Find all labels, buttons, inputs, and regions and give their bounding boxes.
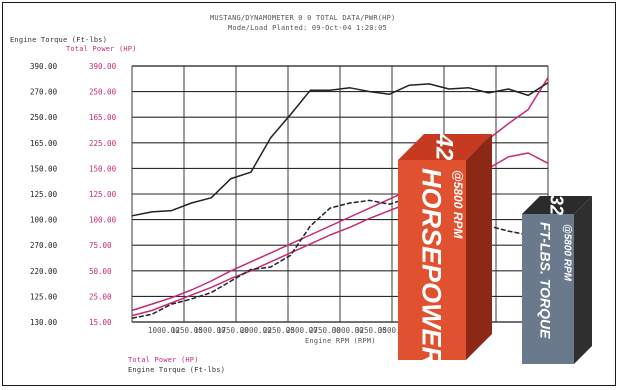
- left-tick-label: 125.00: [30, 292, 58, 301]
- block-side: [574, 196, 592, 364]
- x-axis-label: Engine RPM (RPM): [305, 337, 376, 345]
- legend-item-power: Total Power (HP): [128, 356, 199, 364]
- left-tick-label: 270.00: [30, 88, 58, 97]
- block-label: FT-LBS. TORQUE: [538, 222, 554, 339]
- left-tick-label: 150.00: [30, 164, 58, 173]
- right-tick-label: 50.00: [89, 267, 112, 276]
- right-tick-label: 250.00: [89, 88, 117, 97]
- series-line-2: [131, 81, 549, 217]
- block-top: [398, 134, 492, 160]
- left-tick-label: 165.00: [30, 139, 58, 148]
- block-front: [522, 214, 574, 364]
- chart-frame: [2, 2, 616, 386]
- right-axis-label: Total Power (HP): [66, 45, 137, 53]
- block-label: HORSEPOWER: [416, 168, 446, 367]
- x-tick-label: 1750.00: [217, 326, 249, 335]
- left-tick-label: 220.00: [30, 267, 58, 276]
- right-tick-label: 75.00: [89, 241, 112, 250]
- right-tick-label: 165.00: [89, 113, 117, 122]
- right-tick-label: 225.00: [89, 139, 117, 148]
- right-tick-label: 125.00: [89, 190, 117, 199]
- block-front: [398, 160, 466, 360]
- block-top: [522, 196, 592, 214]
- left-tick-label: 100.00: [30, 216, 58, 225]
- block-rpm: @5800 RPM: [451, 170, 465, 239]
- block-value: 32: [547, 195, 567, 215]
- x-tick-label: 3500.00: [378, 326, 410, 335]
- block-side: [466, 134, 492, 360]
- x-tick-label: 2500.00: [286, 326, 318, 335]
- tq-box-block: 32 FT-LBS. TORQUE @5800 RPM: [522, 195, 592, 364]
- x-tick-label: 3000.00: [332, 326, 364, 335]
- chart-header-line2: Mode/Load Planted: 09-Oct-04 1:20:05: [228, 24, 387, 32]
- left-axis-label: Engine Torque (Ft-lbs): [10, 36, 108, 44]
- left-tick-label: 250.00: [30, 113, 58, 122]
- x-tick-label: 2750.00: [309, 326, 341, 335]
- x-tick-label: 2000.00: [240, 326, 272, 335]
- right-tick-label: 15.00: [89, 318, 112, 327]
- left-tick-label: 390.00: [30, 62, 58, 71]
- legend-item-torque: Engine Torque (Ft-lbs): [128, 366, 226, 374]
- chart-header-line1: MUSTANG/DYNAMOMETER 0 0 TOTAL DATA/PWR(H…: [210, 14, 396, 22]
- series-line-3: [131, 197, 549, 319]
- x-tick-label: 1250.00: [171, 326, 203, 335]
- left-tick-label: 125.00: [30, 190, 58, 199]
- block-value: 42: [431, 133, 458, 161]
- x-tick-label: 1000.00: [148, 326, 180, 335]
- axis-ticks: 390.00 270.00 250.00 165.00 150.00 125.00 100.…: [30, 62, 410, 335]
- x-tick-label: 2250.00: [263, 326, 295, 335]
- left-tick-label: 130.00: [30, 318, 58, 327]
- right-tick-label: 25.00: [89, 292, 112, 301]
- block-rpm: @5800 RPM: [562, 224, 573, 282]
- left-tick-label: 270.00: [30, 241, 58, 250]
- x-tick-label: 1500.00: [194, 326, 226, 335]
- right-tick-label: 150.00: [89, 164, 117, 173]
- spec-boxes: 42 HORSEPOWER @5800 RPM 32 FT-LBS. TORQUE @58…: [398, 133, 592, 367]
- right-tick-label: 100.00: [89, 216, 117, 225]
- x-tick-label: 3250.00: [355, 326, 387, 335]
- hp-box-block: 42 HORSEPOWER @5800 RPM: [398, 133, 492, 367]
- right-tick-label: 390.00: [89, 62, 117, 71]
